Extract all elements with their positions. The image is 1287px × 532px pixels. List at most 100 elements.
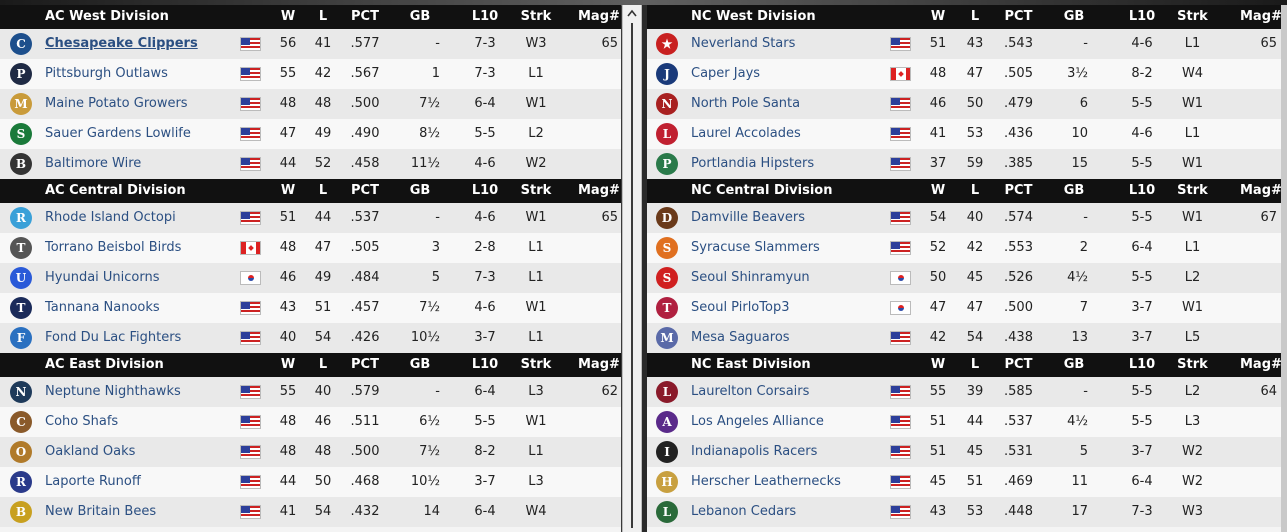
team-row[interactable]: R Rhode Island Octopi 51 44 .537 - 4-6 W1 65: [0, 203, 621, 233]
team-row[interactable]: T Tannana Nanooks 43 51 .457 7½ 4-6 W1: [0, 293, 621, 323]
team-logo-icon[interactable]: S: [10, 123, 32, 145]
team-row[interactable]: N North Pole Santa 46 50 .479 6 5-5 W1: [647, 89, 1281, 119]
team-logo-icon[interactable]: U: [10, 267, 32, 289]
team-name-link[interactable]: Coho Shafs: [45, 414, 119, 429]
team-row[interactable]: ★ Neverland Stars 51 43 .543 - 4-6 L1 65: [647, 29, 1281, 59]
team-logo-icon[interactable]: ★: [656, 33, 678, 55]
team-logo-icon[interactable]: P: [10, 63, 32, 85]
pct-value: .543: [1004, 36, 1033, 51]
team-row[interactable]: F Fond Du Lac Fighters 40 54 .426 10½ 3-7 L1: [0, 323, 621, 353]
team-logo-icon[interactable]: A: [656, 411, 678, 433]
team-logo-icon[interactable]: T: [10, 237, 32, 259]
team-logo-icon[interactable]: B: [10, 501, 32, 523]
division-title: AC West Division: [45, 9, 169, 24]
team-row[interactable]: S Syracuse Slammers 52 42 .553 2 6-4 L1: [647, 233, 1281, 263]
team-row[interactable]: C Coho Shafs 48 46 .511 6½ 5-5 W1: [0, 407, 621, 437]
team-row[interactable]: N Neptune Nighthawks 55 40 .579 - 6-4 L3 62: [0, 377, 621, 407]
team-row[interactable]: L Lebanon Cedars 43 53 .448 17 7-3 W3: [647, 497, 1281, 527]
team-name-link[interactable]: Torrano Beisbol Birds: [45, 240, 182, 255]
team-row[interactable]: L Laurelton Corsairs 55 39 .585 - 5-5 L2 64: [647, 377, 1281, 407]
team-row[interactable]: H Herscher Leathernecks 45 51 .469 11 6-4 W2: [647, 467, 1281, 497]
team-row[interactable]: S Sauer Gardens Lowlife 47 49 .490 8½ 5-5 L2: [0, 119, 621, 149]
team-row[interactable]: S Seoul Shinramyun 50 45 .526 4½ 5-5 L2: [647, 263, 1281, 293]
team-name-link[interactable]: Baltimore Wire: [45, 156, 142, 171]
team-name-link[interactable]: Lebanon Cedars: [691, 504, 797, 519]
team-row[interactable]: I Indianapolis Racers 51 45 .531 5 3-7 W2: [647, 437, 1281, 467]
team-name-link[interactable]: Neptune Nighthawks: [45, 384, 181, 399]
team-row[interactable]: M Maine Potato Growers 48 48 .500 7½ 6-4 W1: [0, 89, 621, 119]
us-flag-icon: [890, 445, 911, 459]
team-logo-icon[interactable]: T: [10, 297, 32, 319]
team-row[interactable]: B Baltimore Wire 44 52 .458 11½ 4-6 W2: [0, 149, 621, 179]
team-row[interactable]: B New Britain Bees 41 54 .432 14 6-4 W4: [0, 497, 621, 527]
team-logo-icon[interactable]: D: [656, 207, 678, 229]
team-name-link[interactable]: Los Angeles Alliance: [691, 414, 824, 429]
team-row[interactable]: R Laporte Runoff 44 50 .468 10½ 3-7 L3: [0, 467, 621, 497]
team-name-link[interactable]: Oakland Oaks: [45, 444, 136, 459]
korea-flag-icon: [890, 271, 911, 285]
team-logo-icon[interactable]: S: [656, 267, 678, 289]
team-name-link[interactable]: Portlandia Hipsters: [691, 156, 815, 171]
team-logo-icon[interactable]: C: [10, 411, 32, 433]
streak-value: W1: [1181, 300, 1204, 315]
team-name-link[interactable]: Syracuse Slammers: [691, 240, 820, 255]
team-row[interactable]: D Damville Beavers 54 40 .574 - 5-5 W1 67: [647, 203, 1281, 233]
team-name-link[interactable]: Tannana Nanooks: [45, 300, 160, 315]
team-logo-icon[interactable]: M: [10, 93, 32, 115]
team-name-link[interactable]: Caper Jays: [691, 66, 761, 81]
team-row[interactable]: A Los Angeles Alliance 51 44 .537 4½ 5-5 L3: [647, 407, 1281, 437]
team-name-link[interactable]: New Britain Bees: [45, 504, 157, 519]
team-name-link[interactable]: Mesa Saguaros: [691, 330, 790, 345]
team-row[interactable]: U Hyundai Unicorns 46 49 .484 5 7-3 L1: [0, 263, 621, 293]
team-logo-icon[interactable]: H: [656, 471, 678, 493]
team-name-link[interactable]: Seoul PirloTop3: [691, 300, 790, 315]
team-name-link[interactable]: Laurel Accolades: [691, 126, 801, 141]
team-logo-icon[interactable]: J: [656, 63, 678, 85]
team-logo-icon[interactable]: B: [10, 153, 32, 175]
team-logo-icon[interactable]: L: [656, 381, 678, 403]
team-row[interactable]: J Caper Jays 48 47 .505 3½ 8-2 W4: [647, 59, 1281, 89]
team-name-link[interactable]: North Pole Santa: [691, 96, 801, 111]
team-name-link[interactable]: Pittsburgh Outlaws: [45, 66, 168, 81]
team-name-link[interactable]: Seoul Shinramyun: [691, 270, 810, 285]
team-name-link[interactable]: Laurelton Corsairs: [691, 384, 810, 399]
team-row[interactable]: C Chesapeake Clippers 56 41 .577 - 7-3 W3 65: [0, 29, 621, 59]
team-logo-icon[interactable]: T: [656, 297, 678, 319]
team-name-link[interactable]: Herscher Leathernecks: [691, 474, 841, 489]
scroll-up-arrow-icon[interactable]: [627, 9, 637, 19]
team-name-link[interactable]: Maine Potato Growers: [45, 96, 188, 111]
team-logo-icon[interactable]: C: [10, 33, 32, 55]
team-row[interactable]: M Mesa Saguaros 42 54 .438 13 3-7 L5: [647, 323, 1281, 353]
team-logo-icon[interactable]: R: [10, 207, 32, 229]
team-name-link[interactable]: Fond Du Lac Fighters: [45, 330, 182, 345]
ac-standings-panel: AC West Division W L PCT GB L10 Strk Mag# C Chesa…: [0, 5, 621, 532]
team-name-link[interactable]: Rhode Island Octopi: [45, 210, 176, 225]
scrollbar-thumb[interactable]: [631, 23, 633, 528]
team-name-link[interactable]: Damville Beavers: [691, 210, 805, 225]
team-logo-icon[interactable]: L: [656, 123, 678, 145]
team-logo-icon[interactable]: F: [10, 327, 32, 349]
team-logo-icon[interactable]: I: [656, 441, 678, 463]
team-logo-icon[interactable]: P: [656, 153, 678, 175]
team-name-link[interactable]: Sauer Gardens Lowlife: [45, 126, 191, 141]
team-logo-icon[interactable]: L: [656, 501, 678, 523]
team-name-link[interactable]: Indianapolis Racers: [691, 444, 818, 459]
header-w: W: [280, 9, 296, 24]
vertical-scrollbar[interactable]: [622, 5, 642, 532]
team-row[interactable]: T Torrano Beisbol Birds 48 47 .505 3 2-8 L1: [0, 233, 621, 263]
team-logo-icon[interactable]: R: [10, 471, 32, 493]
team-logo-icon[interactable]: M: [656, 327, 678, 349]
team-row[interactable]: P Portlandia Hipsters 37 59 .385 15 5-5 W1: [647, 149, 1281, 179]
team-logo-icon[interactable]: N: [656, 93, 678, 115]
team-row[interactable]: O Oakland Oaks 48 48 .500 7½ 8-2 L1: [0, 437, 621, 467]
team-logo-icon[interactable]: O: [10, 441, 32, 463]
team-logo-icon[interactable]: N: [10, 381, 32, 403]
team-name-link[interactable]: Chesapeake Clippers: [45, 36, 198, 51]
team-logo-icon[interactable]: S: [656, 237, 678, 259]
team-row[interactable]: L Laurel Accolades 41 53 .436 10 4-6 L1: [647, 119, 1281, 149]
team-name-link[interactable]: Laporte Runoff: [45, 474, 141, 489]
team-row[interactable]: P Pittsburgh Outlaws 55 42 .567 1 7-3 L1: [0, 59, 621, 89]
team-name-link[interactable]: Neverland Stars: [691, 36, 796, 51]
team-name-link[interactable]: Hyundai Unicorns: [45, 270, 160, 285]
team-row[interactable]: T Seoul PirloTop3 47 47 .500 7 3-7 W1: [647, 293, 1281, 323]
